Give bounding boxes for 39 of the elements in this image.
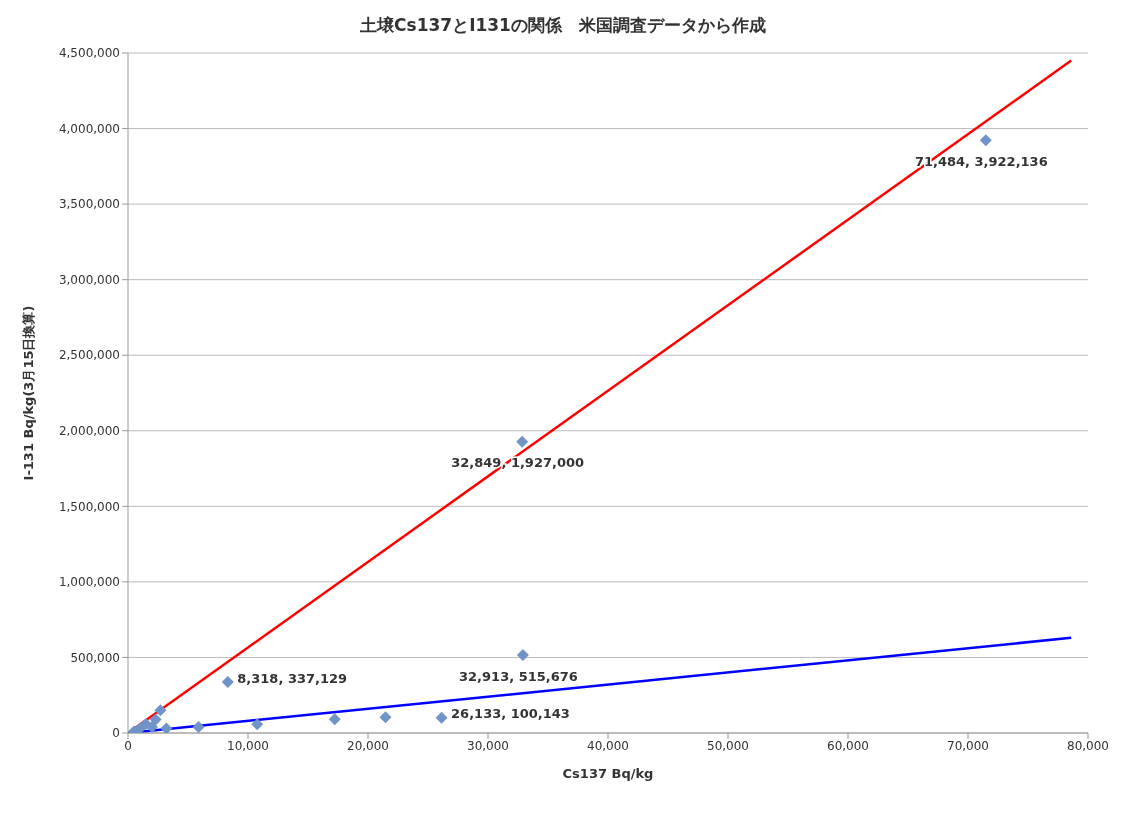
point [221, 676, 234, 689]
y-tick-label: 4,000,000 [58, 121, 120, 136]
point [979, 134, 992, 147]
y-tick-label: 3,000,000 [58, 272, 120, 287]
y-tick-label: 3,500,000 [58, 197, 120, 212]
point [328, 713, 341, 726]
data-label: 32,849, 1,927,000 [451, 455, 585, 471]
y-tick-label: 1,000,000 [58, 575, 120, 590]
x-tick-label: 50,000 [707, 738, 749, 753]
data-label: 26,133, 100,143 [451, 706, 570, 722]
x-axis-title: Cs137 Bq/kg [562, 766, 654, 781]
y-tick-label: 2,000,000 [58, 424, 120, 439]
y-tick-label: 0 [112, 726, 120, 741]
point [160, 722, 173, 733]
x-tick-label: 80,000 [1067, 738, 1109, 753]
y-axis-title: I-131 Bq/kg(3月15日換算) [20, 305, 36, 481]
point [516, 435, 529, 448]
x-tick-label: 10,000 [227, 738, 269, 753]
y-tick-label: 4,500,000 [58, 46, 120, 61]
x-tick-label: 30,000 [467, 738, 509, 753]
point [146, 720, 158, 733]
x-tick-label: 70,000 [947, 738, 989, 753]
x-tick-label: 60,000 [827, 738, 869, 753]
point [149, 713, 162, 726]
y-tick-label: 1,500,000 [58, 499, 120, 514]
data-label: 8,318, 337,129 [237, 670, 348, 686]
point [379, 711, 392, 724]
x-tick-label: 40,000 [587, 738, 629, 753]
point [251, 718, 264, 731]
point [435, 711, 448, 724]
point [192, 721, 205, 733]
y-tick-label: 2,500,000 [58, 348, 120, 363]
point [154, 704, 167, 717]
x-tick-label: 20,000 [347, 738, 389, 753]
chart-title: 土壌Cs137とI131の関係 米国調査データから作成 [359, 14, 767, 37]
data-label: 32,913, 515,676 [459, 668, 578, 684]
point [516, 649, 529, 662]
x-tick-label: 0 [124, 738, 132, 753]
y-tick-label: 500,000 [70, 650, 120, 665]
